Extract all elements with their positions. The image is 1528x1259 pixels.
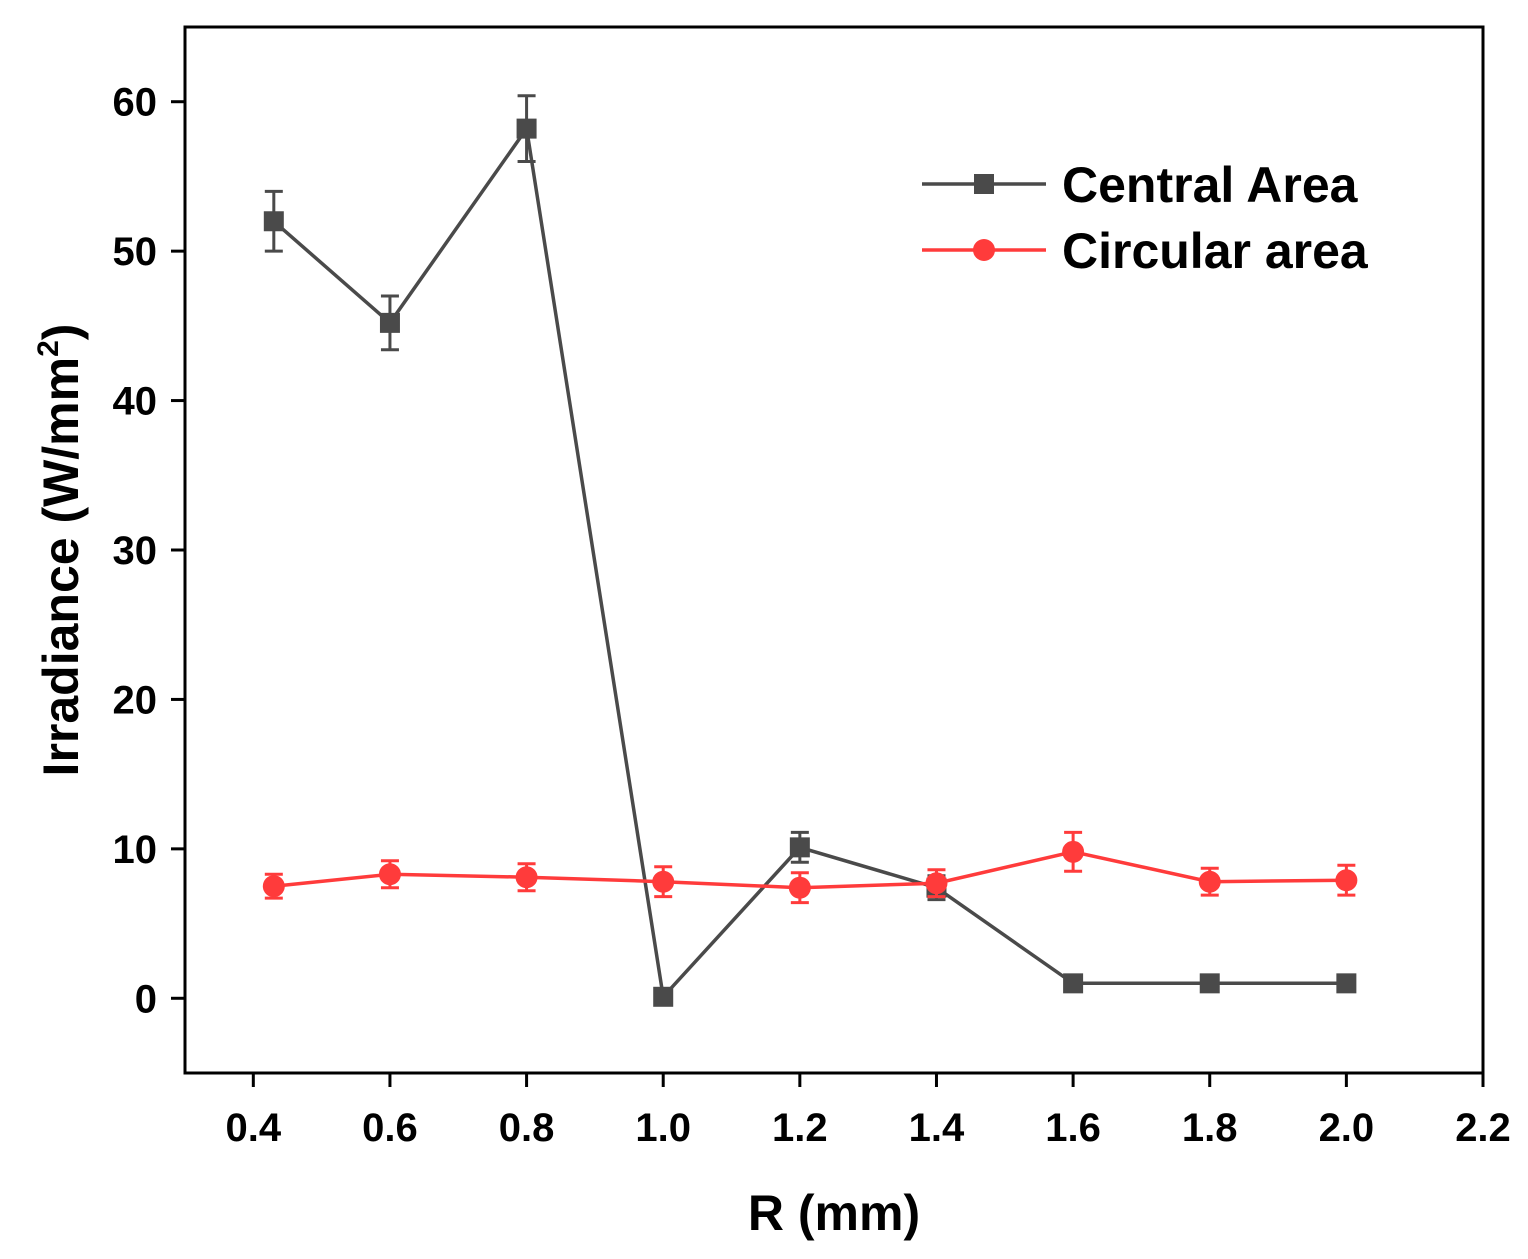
- data-point: [379, 312, 400, 333]
- legend-item: Central Area: [922, 157, 1359, 213]
- x-tick-label: 0.4: [226, 1106, 282, 1150]
- data-point: [515, 866, 538, 889]
- x-tick-label: 1.6: [1045, 1106, 1101, 1150]
- data-point: [1335, 869, 1358, 892]
- legend-marker: [974, 174, 994, 194]
- x-tick-label: 0.6: [362, 1106, 418, 1150]
- data-point: [1336, 973, 1357, 994]
- legend-item: Circular area: [922, 223, 1369, 279]
- series-central-area: [263, 94, 1357, 1007]
- y-tick-label: 50: [113, 230, 158, 274]
- data-point: [789, 837, 810, 858]
- series-circular-area: [262, 830, 1358, 905]
- y-axis: 0 10 20 30 40 50 60: [113, 81, 185, 1021]
- series-layer: [262, 94, 1358, 1007]
- legend-label: Circular area: [1062, 223, 1369, 279]
- legend-marker: [973, 239, 995, 261]
- x-axis: 0.4 0.6 0.8 1.0 1.2 1.4 1.6 1.8 2.0 2.2: [226, 1073, 1511, 1150]
- data-point: [516, 118, 537, 139]
- y-tick-label: 0: [135, 977, 157, 1021]
- y-tick-label: 10: [113, 828, 158, 872]
- data-point: [378, 863, 401, 886]
- legend: Central Area Circular area: [922, 157, 1369, 279]
- data-point: [262, 875, 285, 898]
- y-tick-label: 40: [113, 380, 158, 424]
- y-axis-title-superscript: 2: [32, 340, 65, 357]
- y-axis-title-close: ): [33, 324, 89, 341]
- x-tick-label: 1.0: [635, 1106, 691, 1150]
- data-point: [1198, 870, 1221, 893]
- x-tick-label: 1.4: [909, 1106, 965, 1150]
- x-tick-label: 2.0: [1319, 1106, 1375, 1150]
- y-tick-label: 60: [113, 81, 158, 125]
- y-axis-title: Irradiance (W/mm2): [32, 324, 89, 777]
- x-tick-label: 1.2: [772, 1106, 828, 1150]
- data-point: [925, 872, 948, 895]
- data-point: [1199, 973, 1220, 994]
- data-point: [1062, 840, 1085, 863]
- x-tick-label: 2.2: [1455, 1106, 1511, 1150]
- legend-label: Central Area: [1062, 157, 1359, 213]
- data-point: [653, 986, 674, 1007]
- y-tick-label: 30: [113, 529, 158, 573]
- x-tick-label: 0.8: [499, 1106, 555, 1150]
- data-point: [1063, 973, 1084, 994]
- y-tick-label: 20: [113, 678, 158, 722]
- y-axis-title-main: Irradiance (W/mm: [33, 357, 89, 777]
- data-point: [263, 211, 284, 232]
- data-point: [652, 870, 675, 893]
- data-point: [788, 876, 811, 899]
- x-axis-title: R (mm): [748, 1185, 920, 1241]
- x-tick-label: 1.8: [1182, 1106, 1238, 1150]
